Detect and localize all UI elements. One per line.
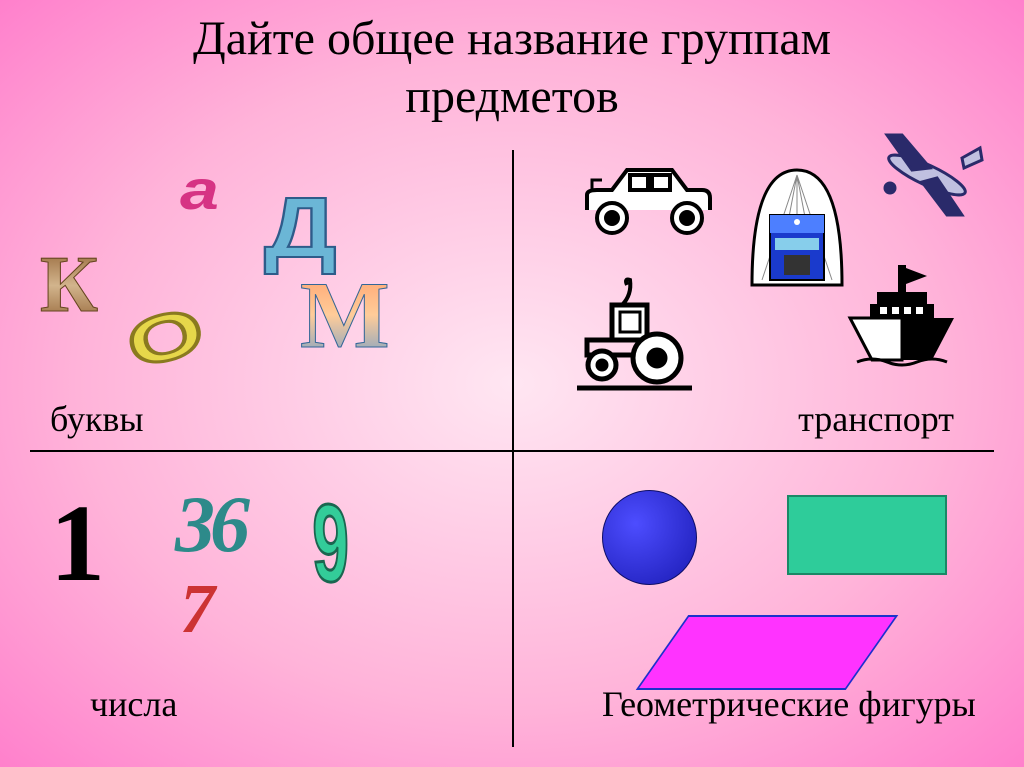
label-shapes: Геометрические фигуры <box>602 683 976 725</box>
quadrant-letters: а К Д О М буквы <box>30 150 512 450</box>
tractor-icon <box>572 270 702 400</box>
car-icon <box>572 150 722 250</box>
quadrant-numbers: 1 36 7 9 числа <box>30 450 512 730</box>
number-1: 1 <box>50 480 105 607</box>
letter-k: К <box>40 240 98 331</box>
quadrant-transport: транспорт <box>512 150 994 450</box>
airplane-icon <box>862 120 992 240</box>
number-9: 9 <box>312 477 349 609</box>
letter-a: а <box>180 158 219 222</box>
title-line-1: Дайте общее название группам <box>193 12 831 65</box>
grid-container: а К Д О М буквы <box>30 150 994 747</box>
circle-shape <box>602 490 697 585</box>
title-line-2: предметов <box>405 70 618 123</box>
label-letters: буквы <box>50 398 144 440</box>
quadrant-shapes: Геометрические фигуры <box>512 450 994 730</box>
page-title: Дайте общее название группам предметов <box>0 0 1024 125</box>
label-transport: транспорт <box>798 398 954 440</box>
tunnel-train-icon <box>742 160 852 290</box>
letter-m: М <box>300 260 390 370</box>
letter-o: О <box>119 291 212 383</box>
ship-icon <box>842 260 962 380</box>
rectangle-shape <box>787 495 947 575</box>
rhombus-shape <box>636 615 899 690</box>
number-7: 7 <box>180 570 215 650</box>
number-36: 36 <box>175 480 245 571</box>
label-numbers: числа <box>90 683 177 725</box>
